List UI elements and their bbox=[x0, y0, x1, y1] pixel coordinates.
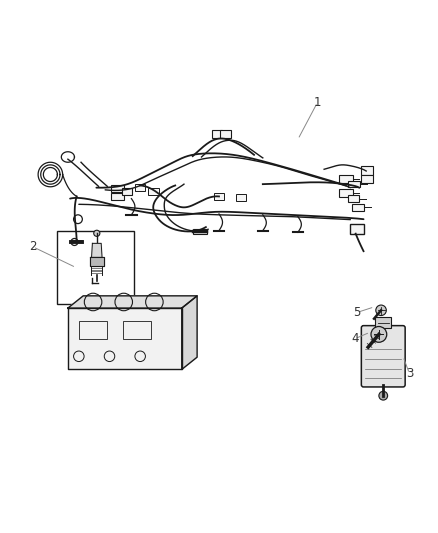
Bar bbox=[350, 224, 364, 233]
Bar bbox=[220, 130, 231, 138]
Bar bbox=[349, 195, 359, 202]
Circle shape bbox=[376, 305, 386, 316]
Polygon shape bbox=[90, 257, 104, 266]
Bar bbox=[212, 130, 222, 138]
Polygon shape bbox=[182, 296, 197, 369]
Bar bbox=[111, 193, 124, 200]
Bar bbox=[375, 317, 391, 328]
Bar bbox=[361, 174, 373, 183]
Text: 5: 5 bbox=[353, 306, 360, 319]
Bar bbox=[361, 166, 373, 174]
FancyBboxPatch shape bbox=[361, 326, 405, 387]
Bar bbox=[236, 194, 246, 201]
Circle shape bbox=[371, 327, 387, 342]
Bar bbox=[352, 204, 364, 211]
Bar bbox=[135, 184, 145, 191]
Bar bbox=[57, 231, 134, 304]
Bar bbox=[339, 189, 353, 197]
Bar bbox=[214, 193, 224, 200]
Polygon shape bbox=[68, 296, 197, 308]
Bar bbox=[339, 175, 353, 183]
Text: 3: 3 bbox=[406, 367, 413, 381]
Bar bbox=[193, 229, 207, 234]
Polygon shape bbox=[68, 308, 182, 369]
Bar bbox=[79, 321, 107, 339]
Circle shape bbox=[379, 391, 388, 400]
Circle shape bbox=[94, 230, 100, 236]
Polygon shape bbox=[92, 244, 102, 257]
Bar bbox=[348, 181, 360, 188]
Text: 2: 2 bbox=[29, 240, 37, 253]
Bar bbox=[148, 188, 159, 195]
Text: 4: 4 bbox=[351, 332, 359, 345]
Bar bbox=[123, 321, 151, 339]
Bar bbox=[111, 184, 124, 192]
Text: 1: 1 bbox=[314, 96, 321, 109]
Bar bbox=[121, 188, 132, 195]
